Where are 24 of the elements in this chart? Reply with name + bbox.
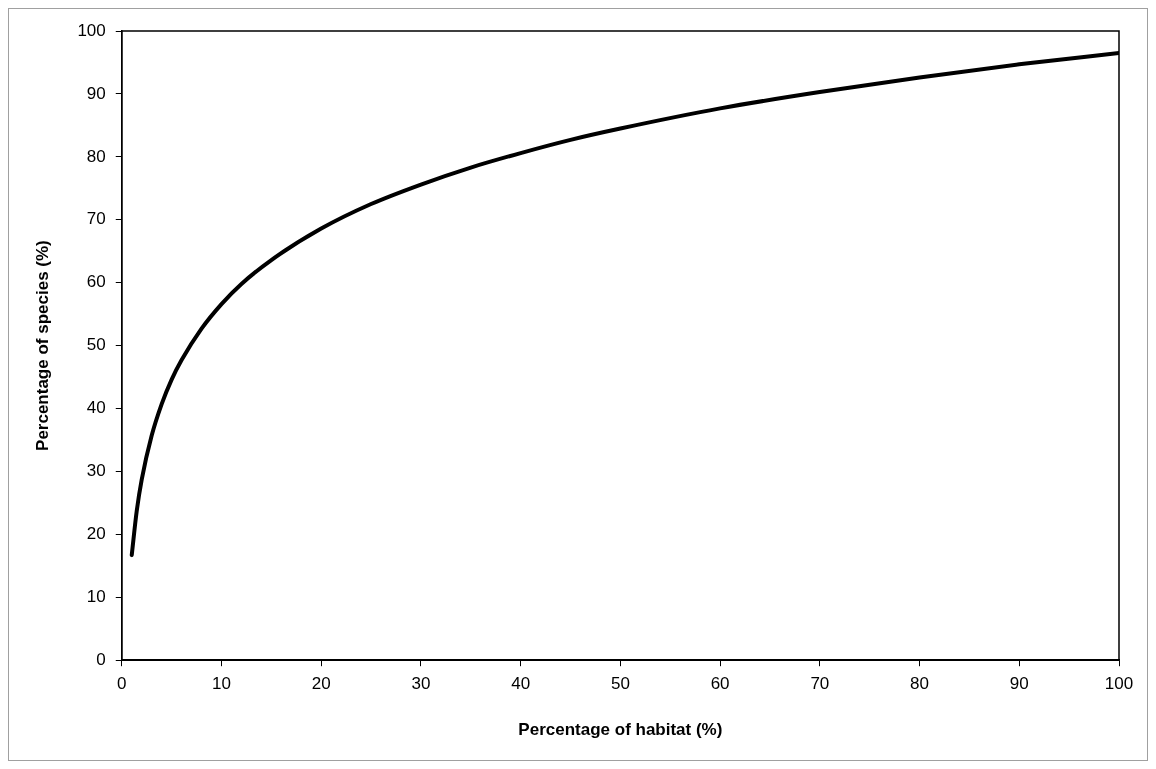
x-tick-label: 90 — [1009, 674, 1029, 694]
y-tick-label: 0 — [96, 649, 106, 669]
y-tick-label: 100 — [77, 20, 106, 40]
y-tick-label: 80 — [86, 146, 106, 166]
y-tick-label: 30 — [86, 461, 106, 481]
x-tick-label: 80 — [910, 674, 930, 694]
x-axis-title: Percentage of habitat (%) — [518, 720, 723, 740]
x-tick-label: 30 — [411, 674, 431, 694]
x-tick-label: 70 — [810, 674, 830, 694]
y-tick-label: 40 — [86, 398, 106, 418]
x-tick-label: 40 — [511, 674, 531, 694]
y-tick-label: 10 — [86, 586, 106, 606]
y-axis-title: Percentage of species (%) — [32, 240, 52, 451]
y-tick-label: 90 — [86, 83, 106, 103]
x-tick-label: 10 — [212, 674, 231, 694]
y-tick-label: 50 — [86, 335, 106, 355]
y-tick-label: 20 — [86, 524, 106, 544]
x-tick-label: 60 — [710, 674, 730, 694]
x-tick-label: 20 — [311, 674, 331, 694]
x-tick-label: 0 — [117, 674, 127, 694]
x-tick-label: 100 — [1104, 674, 1134, 694]
y-tick-label: 70 — [86, 209, 106, 229]
x-tick-label: 50 — [610, 674, 630, 694]
y-tick-label: 60 — [86, 272, 106, 292]
